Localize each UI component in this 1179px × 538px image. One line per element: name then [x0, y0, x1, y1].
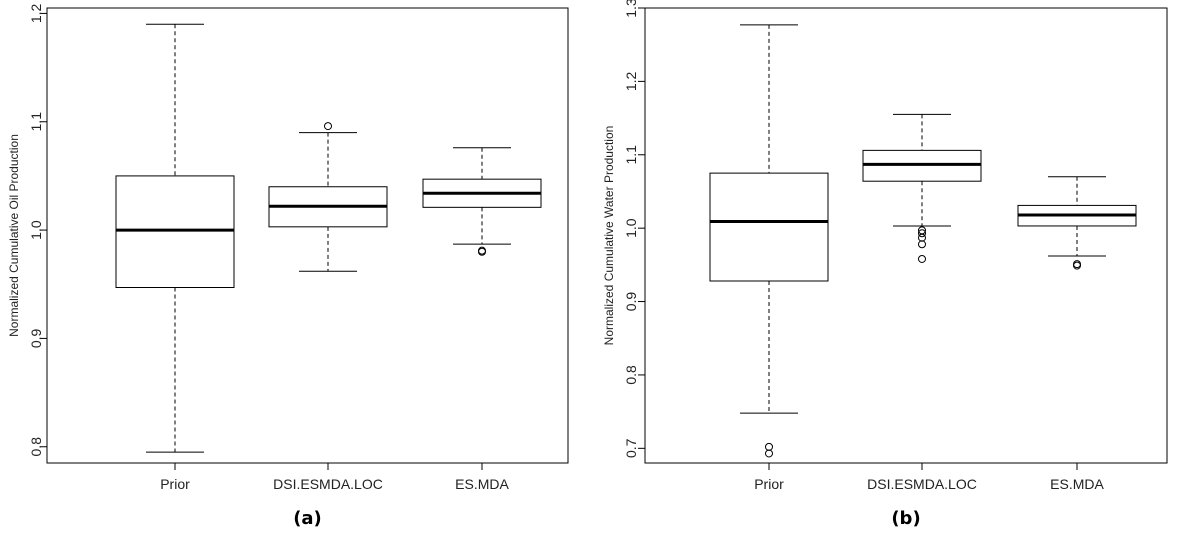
y-tick-label: 0.7 [623, 438, 639, 458]
x-tick-label: ES.MDA [455, 476, 509, 492]
y-tick-label: 1.1 [623, 145, 639, 165]
y-axis-title: Normalized Cumulative Water Production [602, 126, 616, 346]
plot-frame [46, 7, 569, 464]
y-tick-label: 1.2 [623, 71, 639, 91]
water-production-panel: 0.7 0.8 0.9 1.0 1.1 1.2 1.3 Normalized Cumulati… [602, 0, 1168, 529]
outlier-point [1073, 261, 1081, 270]
y-tick-label: 1.0 [623, 218, 639, 238]
y-tick-label: 0.9 [28, 328, 44, 348]
outlier-point [918, 233, 926, 242]
y-tick-label: 1.1 [28, 112, 44, 132]
outlier-point [918, 240, 926, 249]
outlier-point [478, 246, 486, 255]
outlier-point [324, 122, 332, 131]
y-tick-label: 0.8 [623, 365, 639, 385]
y-tick-label: 0.8 [28, 437, 44, 457]
y-tick-label: 0.9 [623, 292, 639, 312]
outlier-point [918, 229, 926, 238]
y-tick-label: 1.0 [28, 220, 44, 240]
x-tick-label: DSI.ESMDA.LOC [867, 476, 977, 492]
outlier-point [918, 254, 926, 263]
outlier-point [765, 449, 773, 458]
panel-label: (b) [891, 508, 920, 529]
x-tick-label: DSI.ESMDA.LOC [273, 476, 383, 492]
x-tick-label: Prior [754, 476, 784, 492]
plot-frame [644, 7, 1168, 464]
y-tick-label: 1.3 [623, 0, 639, 18]
iqr-box [115, 175, 235, 289]
x-tick-label: ES.MDA [1050, 476, 1104, 492]
iqr-box [709, 172, 829, 282]
outlier-point [765, 442, 773, 451]
y-tick-label: 1.2 [28, 3, 44, 23]
panel-label: (a) [293, 508, 322, 529]
oil-production-panel: 0.8 0.9 1.0 1.1 1.2 Normalized Cumulative Oil… [7, 3, 569, 529]
x-tick-label: Prior [160, 476, 190, 492]
y-axis-title: Normalized Cumulative Oil Production [7, 134, 21, 337]
